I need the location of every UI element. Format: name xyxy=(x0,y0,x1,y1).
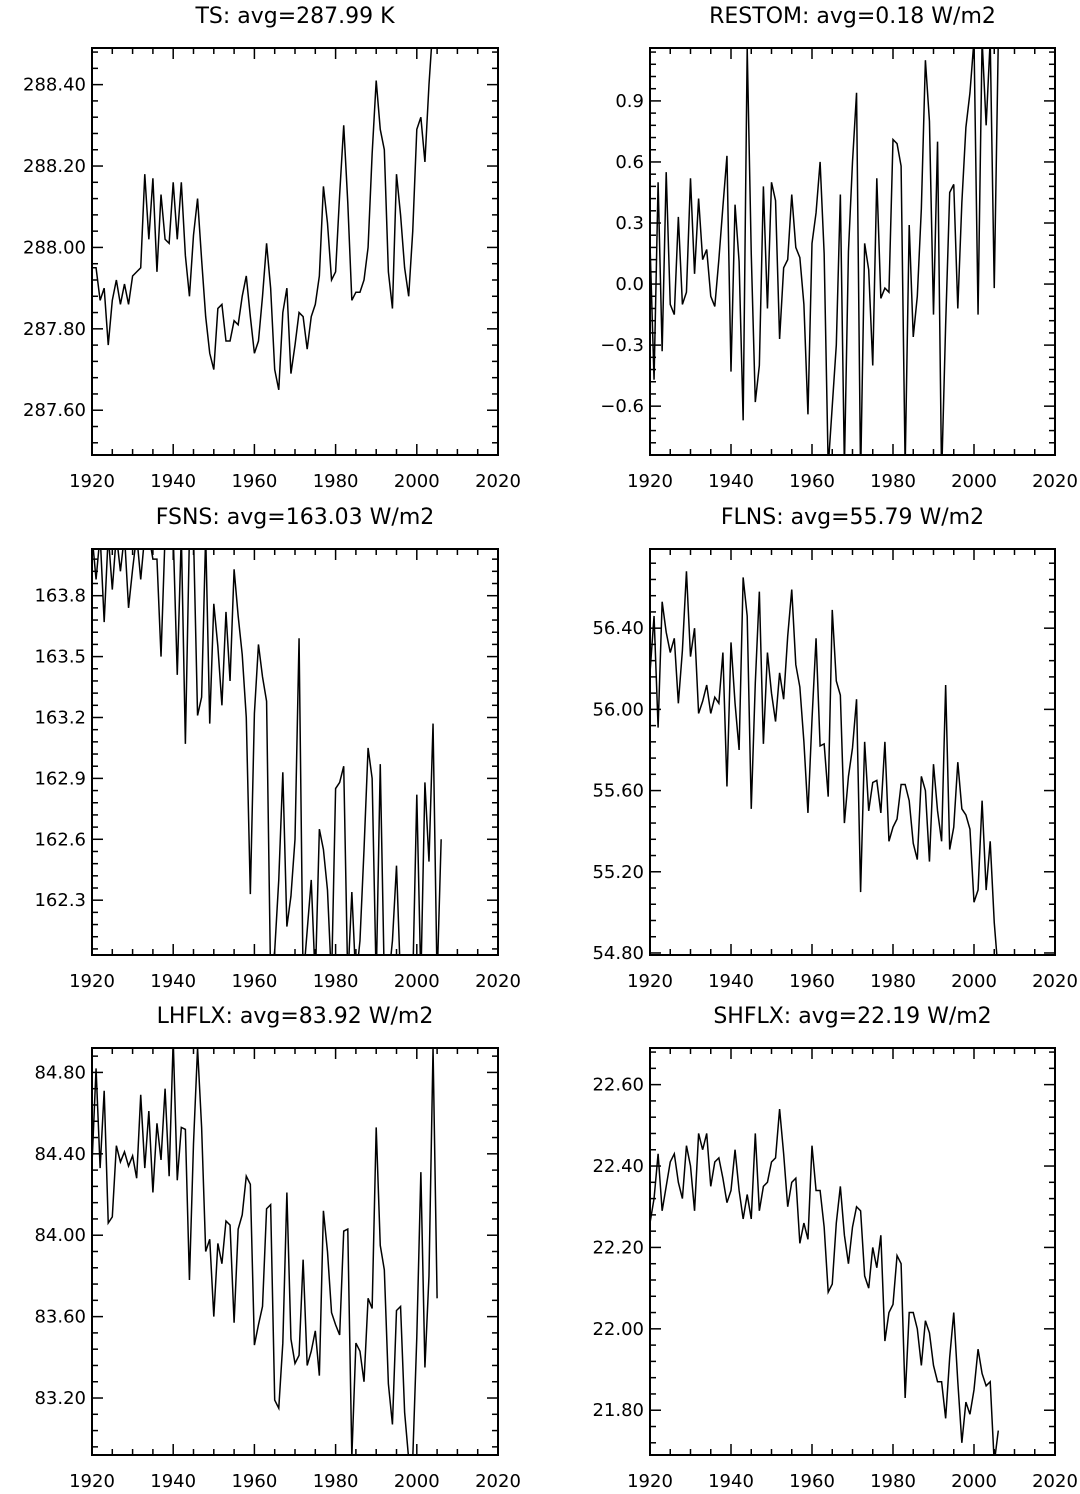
flns-x-tick-label: 1940 xyxy=(708,971,754,992)
lhflx-y-tick-label: 84.00 xyxy=(34,1225,86,1246)
shflx-x-tick-label: 2000 xyxy=(951,1471,997,1492)
fsns-x-tick-label: 2020 xyxy=(475,971,521,992)
shflx-y-tick-label: 21.80 xyxy=(592,1400,644,1421)
fsns-panel: FSNS: avg=163.03 W/m2 1920 1940 1960 1980 200… xyxy=(34,505,520,992)
fsns-y-tick-label: 162.9 xyxy=(34,768,86,789)
restom-y-tick-label: 0.6 xyxy=(615,152,644,173)
fsns-y-tick-label: 162.6 xyxy=(34,829,86,850)
flns-y-tick-label: 56.00 xyxy=(592,699,644,720)
lhflx-x-tick-label: 1940 xyxy=(150,1471,196,1492)
fsns-title: FSNS: avg=163.03 W/m2 xyxy=(156,505,435,530)
shflx-title: SHFLX: avg=22.19 W/m2 xyxy=(713,1004,991,1029)
ts-x-tick-label: 1980 xyxy=(313,471,359,492)
lhflx-title: LHFLX: avg=83.92 W/m2 xyxy=(157,1004,434,1029)
restom-series-line xyxy=(650,48,999,455)
lhflx-panel: LHFLX: avg=83.92 W/m2 1920 1940 1960 1980 200… xyxy=(34,1004,520,1492)
restom-y-tick-label: 0.3 xyxy=(615,213,644,234)
lhflx-x-tick-label: 2000 xyxy=(394,1471,440,1492)
fsns-x-tick-label: 1960 xyxy=(231,971,277,992)
shflx-x-tick-label: 1920 xyxy=(627,1471,673,1492)
flns-x-tick-label: 1920 xyxy=(627,971,673,992)
fsns-x-tick-label: 1980 xyxy=(313,971,359,992)
shflx-x-tick-label: 1960 xyxy=(789,1471,835,1492)
fsns-y-tick-label: 163.5 xyxy=(34,647,86,668)
fsns-x-tick-label: 2000 xyxy=(394,971,440,992)
flns-y-tick-label: 56.40 xyxy=(592,618,644,639)
ts-x-tick-label: 2020 xyxy=(475,471,521,492)
flns-x-tick-label: 1980 xyxy=(870,971,916,992)
restom-title: RESTOM: avg=0.18 W/m2 xyxy=(709,4,996,29)
lhflx-x-tick-label: 1960 xyxy=(231,1471,277,1492)
restom-y-tick-label: 0.0 xyxy=(615,274,644,295)
flns-series-line xyxy=(650,571,998,955)
shflx-series-line xyxy=(650,1108,1000,1455)
shflx-panel: SHFLX: avg=22.19 W/m2 1920 1940 1960 1980 200… xyxy=(592,1004,1077,1492)
shflx-y-tick-label: 22.40 xyxy=(592,1156,644,1177)
restom-y-tick-label: −0.6 xyxy=(600,396,644,417)
lhflx-x-tick-label: 1920 xyxy=(69,1471,115,1492)
restom-x-tick-label: 2020 xyxy=(1032,471,1078,492)
lhflx-x-tick-label: 1980 xyxy=(313,1471,359,1492)
shflx-x-tick-label: 1940 xyxy=(708,1471,754,1492)
ts-x-tick-label: 1960 xyxy=(231,471,277,492)
shflx-x-tick-label: 1980 xyxy=(870,1471,916,1492)
flns-panel: FLNS: avg=55.79 W/m2 1920 1940 1960 1980 2000… xyxy=(592,505,1077,992)
flns-y-tick-label: 54.80 xyxy=(592,943,644,964)
ts-x-tick-label: 1920 xyxy=(69,471,115,492)
ts-x-tick-label: 2000 xyxy=(394,471,440,492)
ts-y-tick-label: 288.20 xyxy=(23,156,86,177)
restom-y-tick-label: −0.3 xyxy=(600,335,644,356)
lhflx-series-line xyxy=(92,1048,438,1455)
flns-y-tick-label: 55.20 xyxy=(592,862,644,883)
flns-x-tick-label: 2020 xyxy=(1032,971,1078,992)
lhflx-x-tick-label: 2020 xyxy=(475,1471,521,1492)
ts-panel: TS: avg=287.99 K 1920 1940 1960 1980 2000 2020… xyxy=(23,4,521,492)
restom-x-tick-label: 1940 xyxy=(708,471,754,492)
flns-x-tick-label: 2000 xyxy=(951,971,997,992)
lhflx-y-tick-label: 84.40 xyxy=(34,1144,86,1165)
ts-x-tick-label: 1940 xyxy=(150,471,196,492)
flns-y-tick-label: 55.60 xyxy=(592,781,644,802)
shflx-x-tick-label: 2020 xyxy=(1032,1471,1078,1492)
ts-title: TS: avg=287.99 K xyxy=(194,4,395,29)
fsns-series-line xyxy=(92,549,442,955)
restom-x-tick-label: 1960 xyxy=(789,471,835,492)
ts-y-tick-label: 287.80 xyxy=(23,319,86,340)
ts-series-line xyxy=(92,48,433,391)
fsns-x-tick-label: 1920 xyxy=(69,971,115,992)
ts-y-tick-label: 288.00 xyxy=(23,237,86,258)
ts-y-tick-label: 288.40 xyxy=(23,75,86,96)
fsns-y-tick-label: 163.8 xyxy=(34,586,86,607)
restom-x-tick-label: 1980 xyxy=(870,471,916,492)
lhflx-y-tick-label: 84.80 xyxy=(34,1062,86,1083)
restom-y-tick-label: 0.9 xyxy=(615,91,644,112)
flns-x-tick-label: 1960 xyxy=(789,971,835,992)
fsns-y-tick-label: 162.3 xyxy=(34,890,86,911)
shflx-y-tick-label: 22.60 xyxy=(592,1075,644,1096)
shflx-y-tick-label: 22.20 xyxy=(592,1237,644,1258)
fsns-x-tick-label: 1940 xyxy=(150,971,196,992)
restom-panel: RESTOM: avg=0.18 W/m2 1920 1940 1960 1980 200… xyxy=(600,4,1078,492)
lhflx-y-tick-label: 83.60 xyxy=(34,1307,86,1328)
ts-y-tick-label: 287.60 xyxy=(23,400,86,421)
flns-title: FLNS: avg=55.79 W/m2 xyxy=(721,505,984,530)
lhflx-y-tick-label: 83.20 xyxy=(34,1388,86,1409)
shflx-y-tick-label: 22.00 xyxy=(592,1319,644,1340)
restom-x-tick-label: 1920 xyxy=(627,471,673,492)
fsns-y-tick-label: 163.2 xyxy=(34,707,86,728)
restom-x-tick-label: 2000 xyxy=(951,471,997,492)
